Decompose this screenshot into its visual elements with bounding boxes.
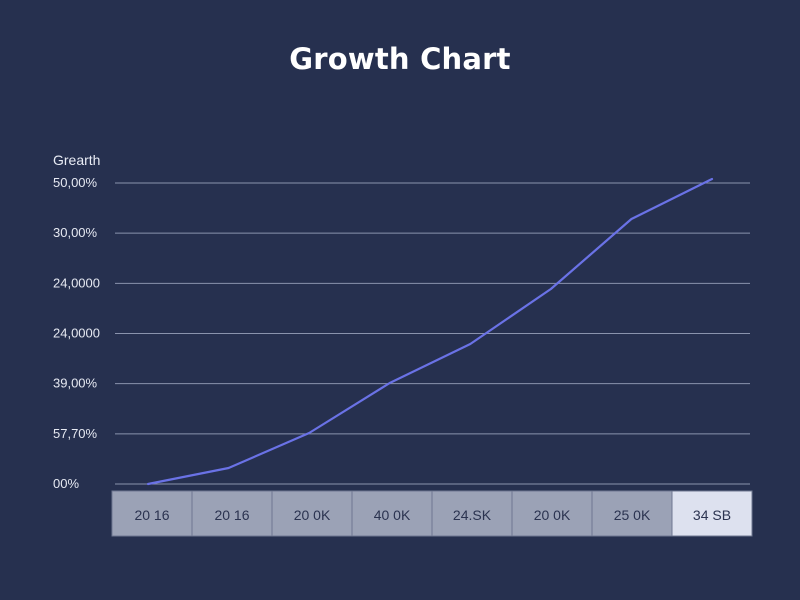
y-tick-label-6: 00%: [53, 476, 79, 491]
x-category-cell-5: [511, 490, 593, 537]
data-point-7: [711, 178, 713, 180]
x-category-cell-0: [111, 490, 193, 537]
y-tick-label-2: 24,0000: [53, 275, 100, 290]
data-point-4: [469, 343, 472, 345]
data-point-0: [147, 483, 149, 485]
data-point-3: [388, 382, 391, 384]
chart-title: Growth Chart: [289, 42, 511, 76]
x-tick-label-1: 20 16: [214, 507, 249, 523]
y-tick-label-4: 39,00%: [53, 376, 98, 391]
growth-series-line: [146, 177, 714, 486]
x-category-cell-1: [191, 490, 273, 537]
y-tick-label-1: 30,00%: [53, 225, 98, 240]
x-category-cell-6: [591, 490, 673, 537]
y-axis-label: Grearth: [53, 152, 101, 168]
x-tick-label-5: 20 0K: [534, 507, 571, 523]
data-point-1: [227, 467, 230, 469]
x-category-cell-7: [671, 490, 753, 537]
x-tick-label-4: 24.SK: [453, 507, 492, 523]
y-tick-label-5: 57,70%: [53, 426, 98, 441]
x-tick-label-3: 40 0K: [374, 507, 411, 523]
data-point-6: [630, 218, 633, 220]
data-point-2: [308, 432, 310, 434]
x-category-cell-3: [351, 490, 433, 537]
y-tick-label-0: 50,00%: [53, 175, 98, 190]
x-tick-label-2: 20 0K: [294, 507, 331, 523]
x-category-cell-2: [271, 490, 353, 537]
y-tick-label-3: 24,0000: [53, 326, 100, 341]
x-tick-label-0: 20 16: [134, 507, 169, 523]
x-tick-label-6: 25 0K: [614, 507, 651, 523]
x-tick-label-7: 34 SB: [693, 507, 731, 523]
data-point-5: [550, 288, 552, 290]
